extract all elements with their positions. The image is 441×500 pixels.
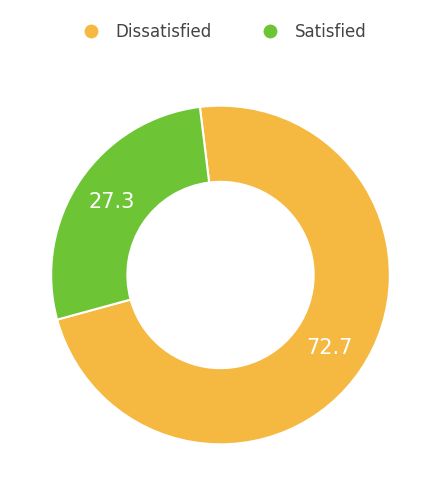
Wedge shape	[51, 107, 209, 320]
Legend: Dissatisfied, Satisfied: Dissatisfied, Satisfied	[67, 16, 374, 48]
Text: 72.7: 72.7	[306, 338, 353, 358]
Wedge shape	[57, 106, 390, 444]
Text: 27.3: 27.3	[88, 192, 135, 212]
